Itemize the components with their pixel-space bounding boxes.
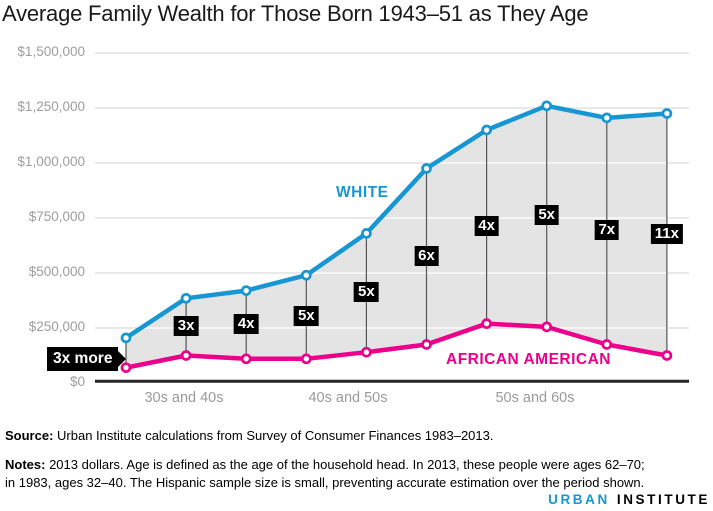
x-axis-group-label: 50s and 60s — [495, 390, 575, 406]
data-point-african-american — [601, 339, 613, 350]
data-point-african-american — [300, 353, 312, 365]
data-point-white — [180, 292, 192, 304]
data-point-african-american — [240, 353, 252, 365]
notes-label: Notes: — [5, 457, 46, 472]
data-point-african-american — [661, 350, 673, 361]
african-american-line — [123, 321, 670, 370]
data-point-white — [601, 112, 613, 124]
y-axis-tick-label: $1,000,000 — [17, 154, 85, 169]
y-axis-tick-label: $250,000 — [28, 319, 85, 334]
series-label-white: WHITE — [336, 184, 389, 201]
data-point-african-american — [421, 339, 432, 350]
y-axis-tick-label: $500,000 — [28, 264, 85, 279]
white-line — [123, 103, 670, 341]
x-axis-group-label: 40s and 50s — [308, 390, 388, 406]
logo-institute: INSTITUTE — [616, 492, 710, 507]
data-point-white — [300, 269, 312, 281]
notes-line: Notes: 2013 dollars. Age is defined as t… — [5, 456, 710, 491]
ratio-callout: 3x more — [47, 347, 127, 371]
data-point-white — [240, 285, 252, 296]
data-point-white — [120, 332, 132, 344]
data-point-white — [541, 100, 553, 112]
urban-institute-logo: URBAN INSTITUTE — [548, 492, 710, 507]
series-label-african-american: AFRICAN AMERICAN — [446, 351, 611, 368]
ratio-label: 3x — [173, 315, 199, 336]
logo-urban: URBAN — [548, 492, 610, 507]
source-label: Source: — [5, 428, 54, 443]
y-axis-tick-label: $1,250,000 — [17, 99, 85, 114]
notes-text-1: 2013 dollars. Age is defined as the age … — [49, 457, 645, 472]
ratio-label: 4x — [474, 215, 499, 236]
y-axis-tick-label: $1,500,000 — [17, 44, 85, 59]
data-point-african-american — [541, 321, 553, 333]
footer: Source: Urban Institute calculations fro… — [5, 428, 710, 491]
wealth-line-chart: $1,500,000 $1,250,000 $1,000,000 $750,000 $5… — [17, 44, 689, 406]
data-point-african-american — [361, 346, 372, 358]
data-point-african-american — [180, 350, 192, 361]
data-point-african-american — [481, 318, 492, 329]
ratio-label: 6x — [414, 245, 439, 266]
callout-arrow-icon — [118, 351, 127, 367]
ratio-label: 7x — [594, 220, 620, 241]
data-point-white — [421, 163, 432, 174]
source-text: Urban Institute calculations from Survey… — [57, 428, 494, 443]
source-line: Source: Urban Institute calculations fro… — [5, 428, 710, 443]
ratio-label: 5x — [354, 281, 379, 302]
y-axis-tick-label: $750,000 — [28, 209, 85, 224]
y-axis-tick-label: $0 — [69, 374, 85, 389]
data-point-white — [361, 228, 372, 239]
chart-title: Average Family Wealth for Those Born 194… — [2, 1, 589, 26]
ratio-label: 4x — [233, 313, 259, 334]
data-point-white — [481, 124, 492, 136]
notes-text-2: in 1983, ages 32–40. The Hispanic sample… — [5, 474, 645, 490]
data-point-white — [661, 108, 673, 119]
area-fill — [126, 105, 667, 368]
x-axis-group-label: 30s and 40s — [144, 390, 224, 406]
ratio-label: 5x — [534, 205, 560, 226]
ratio-label: 11x — [650, 223, 683, 244]
ratio-callout-text: 3x more — [47, 347, 119, 371]
ratio-label: 5x — [293, 306, 319, 326]
